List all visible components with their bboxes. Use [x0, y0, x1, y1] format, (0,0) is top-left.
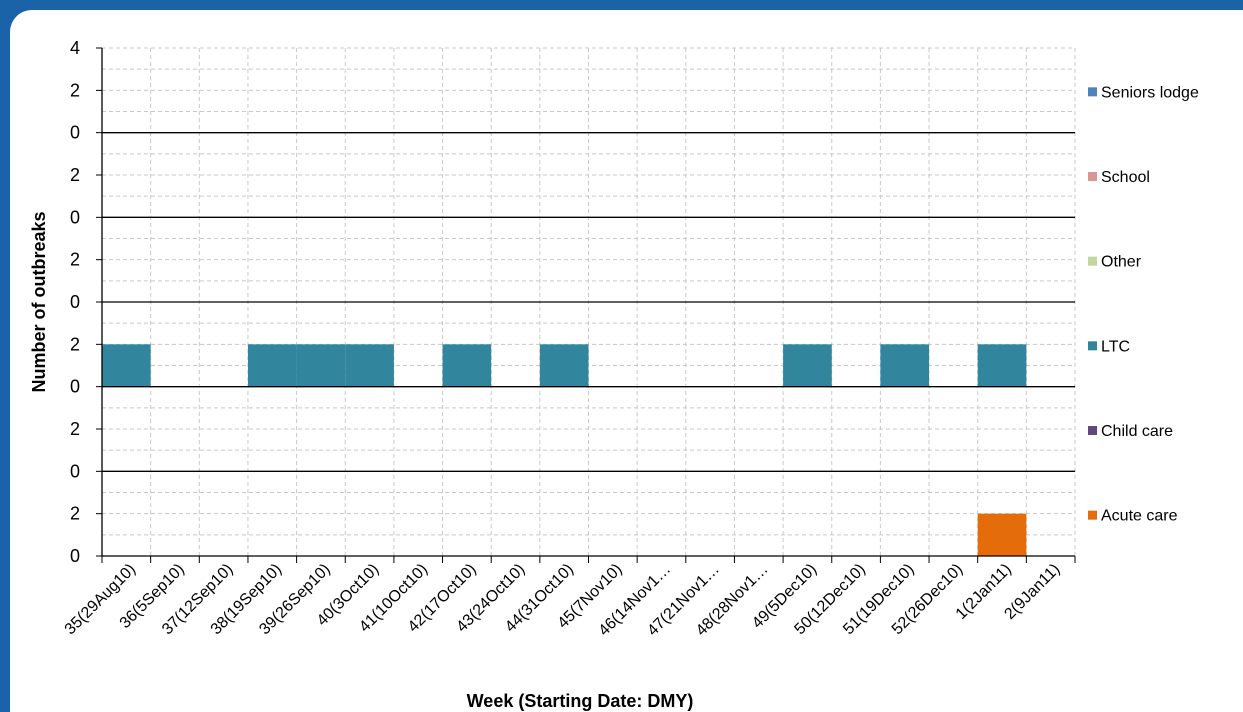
legend-label: School: [1101, 169, 1150, 186]
bar-ltc: [442, 344, 492, 387]
y-tick-label: 2: [70, 504, 80, 524]
legend-label: Child care: [1101, 423, 1173, 440]
bar-ltc: [880, 344, 930, 387]
y-tick-label: 2: [70, 419, 80, 439]
legend-swatch: [1088, 341, 1097, 351]
bar-ltc: [296, 344, 346, 387]
bars: [102, 344, 1027, 556]
legend-label: Seniors lodge: [1101, 84, 1199, 101]
bar-ltc: [783, 344, 832, 387]
x-axis-label: Week (Starting Date: DMY): [467, 691, 694, 711]
legend: Seniors lodge School Other LTC Child care Acu…: [1088, 84, 1199, 525]
y-tick-label: 0: [70, 461, 80, 481]
legend-label: Acute care: [1101, 508, 1178, 525]
y-tick-label: 0: [70, 123, 80, 143]
y-tick-labels: 4 2 0 2 0 2 0 2 0 2 0 2 0: [70, 38, 80, 566]
bar-ltc: [247, 344, 297, 387]
legend-swatch: [1088, 510, 1097, 520]
y-tick-label: 2: [70, 250, 80, 270]
y-tick-label: 4: [70, 38, 80, 58]
y-tick-label: 2: [70, 165, 80, 185]
legend-swatch: [1088, 87, 1097, 97]
legend-swatch: [1088, 426, 1097, 435]
bar-ltc: [539, 344, 589, 387]
bar-acute-care: [977, 513, 1027, 556]
y-tick-label: 2: [70, 334, 80, 354]
legend-swatch: [1088, 256, 1097, 266]
y-tick-label: 0: [70, 546, 80, 566]
chart-panel: 4 2 0 2 0 2 0 2 0 2 0 2 0 35(29Aug10) 36(5Sep10) 37(12…: [10, 10, 1243, 712]
y-tick-label: 0: [70, 292, 80, 312]
bar-ltc: [102, 344, 151, 387]
y-tick-label: 2: [70, 80, 80, 100]
legend-label: Other: [1101, 254, 1142, 271]
y-tick-label: 0: [70, 207, 80, 227]
legend-label: LTC: [1101, 338, 1130, 355]
x-tick-labels: 35(29Aug10)36(5Sep10)37(12Sep10)38(19Sep…: [62, 561, 1064, 640]
bar-ltc: [345, 344, 394, 387]
legend-swatch: [1088, 172, 1097, 181]
y-tick-label: 0: [70, 377, 80, 397]
outbreaks-chart: 4 2 0 2 0 2 0 2 0 2 0 2 0 35(29Aug10)36(5Sep10)37(12…: [29, 38, 1199, 711]
y-axis-label: Number of outbreaks: [29, 211, 49, 392]
axes: [96, 47, 1076, 563]
bar-ltc: [977, 344, 1027, 387]
